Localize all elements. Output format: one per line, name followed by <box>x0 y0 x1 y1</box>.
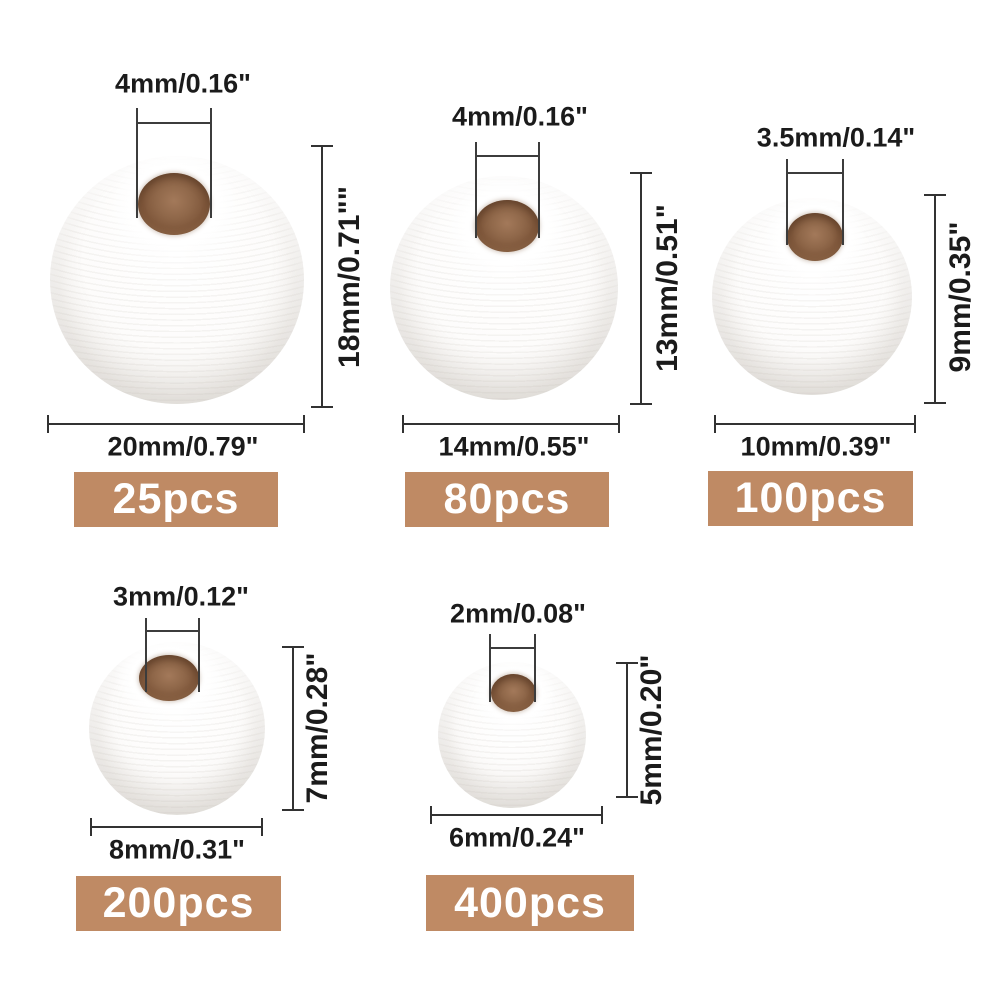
hole-bracket-line <box>146 630 199 632</box>
hole-bracket-right-line <box>534 634 536 702</box>
bead-hole <box>139 655 199 701</box>
width-dimension-line <box>402 415 620 433</box>
count-badge: 25pcs <box>74 472 278 527</box>
height-size-label: 7mm/0.28" <box>301 652 334 804</box>
hole-bracket-line <box>787 172 843 174</box>
width-size-label: 14mm/0.55" <box>438 431 590 462</box>
width-dimension-line <box>90 818 263 836</box>
hole-bracket-left-line <box>489 634 491 702</box>
width-size-label: 8mm/0.31" <box>109 834 245 865</box>
hole-bracket-line <box>137 122 212 124</box>
bead-hole <box>138 173 210 235</box>
hole-size-label: 4mm/0.16" <box>452 101 588 132</box>
hole-bracket-left-line <box>786 159 788 245</box>
hole-size-label: 3.5mm/0.14" <box>756 122 916 153</box>
hole-bracket-left-line <box>145 618 147 692</box>
width-dimension-line <box>430 806 603 824</box>
height-size-label: 18mm/0.71"" <box>333 186 366 368</box>
count-badge: 400pcs <box>426 875 634 931</box>
hole-bracket-left-line <box>136 108 138 218</box>
height-dimension-line <box>311 145 333 408</box>
count-badge: 200pcs <box>76 876 281 931</box>
hole-bracket-right-line <box>538 142 540 238</box>
bead-hole <box>787 213 843 261</box>
hole-size-label: 2mm/0.08" <box>450 598 586 629</box>
width-dimension-line <box>47 415 305 433</box>
hole-bracket-line <box>490 647 535 649</box>
height-size-label: 13mm/0.51" <box>651 204 684 372</box>
width-size-label: 10mm/0.39" <box>740 431 892 462</box>
count-badge: 80pcs <box>405 472 609 527</box>
hole-bracket-left-line <box>475 142 477 238</box>
height-dimension-line <box>924 194 946 404</box>
height-size-label: 5mm/0.20" <box>635 654 668 806</box>
bead-hole <box>475 200 539 252</box>
bead-hole <box>491 674 536 712</box>
height-dimension-line <box>616 662 638 798</box>
hole-bracket-right-line <box>210 108 212 218</box>
hole-bracket-right-line <box>842 159 844 245</box>
count-badge: 100pcs <box>708 471 913 526</box>
width-size-label: 20mm/0.79" <box>107 431 259 462</box>
width-dimension-line <box>714 415 916 433</box>
hole-bracket-line <box>476 155 539 157</box>
height-dimension-line <box>630 172 652 405</box>
height-dimension-line <box>282 646 304 811</box>
hole-size-label: 3mm/0.12" <box>113 581 249 612</box>
hole-size-label: 4mm/0.16" <box>115 68 251 99</box>
hole-bracket-right-line <box>198 618 200 692</box>
width-size-label: 6mm/0.24" <box>449 822 585 853</box>
height-size-label: 9mm/0.35" <box>944 221 977 373</box>
